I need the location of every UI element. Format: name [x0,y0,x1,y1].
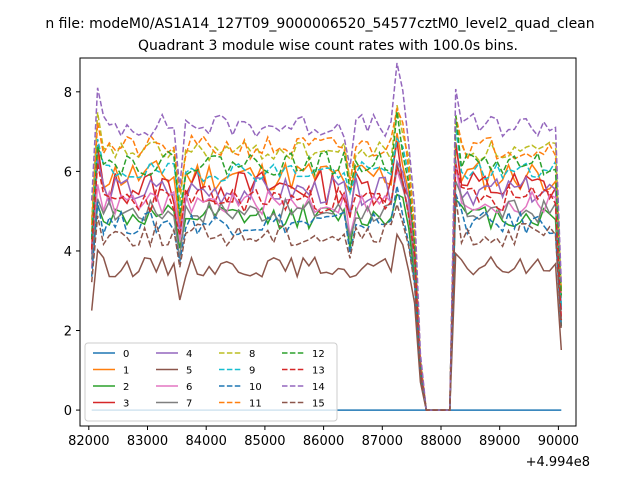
x-axis: 82000 83000 84000 85000 86000 87000 88000 89000… [68,426,579,449]
legend-label-15: 15 [312,399,325,410]
legend-label-4: 4 [186,349,192,360]
x-axis-offset-label: +4.994e8 [526,455,590,470]
legend-label-7: 7 [186,399,192,410]
x-tick-label: 88000 [420,434,461,449]
y-axis: 0 2 4 6 8 [64,86,80,419]
legend-label-10: 10 [249,382,262,393]
y-tick-label: 6 [64,165,72,180]
y-tick-label: 8 [64,86,72,101]
series-line-15 [90,196,563,411]
series-line-1 [90,132,563,411]
series-line-11 [90,106,563,411]
series-line-10 [90,185,563,411]
legend-label-8: 8 [249,349,255,360]
series-line-12 [90,111,563,411]
series-line-14 [90,62,563,411]
legend-label-13: 13 [312,366,325,377]
x-tick-label: 85000 [244,434,285,449]
x-tick-label: 87000 [362,434,403,449]
x-tick-label: 86000 [303,434,344,449]
legend-box [84,342,338,422]
legend-label-3: 3 [123,399,129,410]
legend-label-6: 6 [186,382,192,393]
legend-label-9: 9 [249,366,255,377]
series-line-13 [90,163,563,411]
y-tick-label: 2 [64,325,72,340]
y-tick-label: 0 [64,404,72,419]
legend-label-0: 0 [123,349,129,360]
legend-label-11: 11 [249,399,262,410]
x-tick-label: 82000 [68,434,109,449]
x-tick-label: 89000 [479,434,520,449]
plot-lines [90,62,563,411]
series-line-6 [90,163,563,411]
legend-label-2: 2 [123,382,129,393]
series-line-9 [90,127,563,411]
legend-label-12: 12 [312,349,325,360]
x-tick-label: 84000 [186,434,227,449]
legend-label-1: 1 [123,366,129,377]
y-tick-label: 4 [64,245,72,260]
series-line-7 [90,163,563,411]
legend-label-5: 5 [186,366,192,377]
x-tick-label: 90000 [538,434,579,449]
axes-frame [79,57,577,427]
legend-label-14: 14 [312,382,325,393]
figure-suptitle: n file: modeM0/AS1A14_127T09_9000006520_… [45,16,594,32]
x-tick-label: 83000 [127,434,168,449]
series-line-5 [90,232,563,411]
series-line-3 [90,141,563,411]
chart-title: Quadrant 3 module wise count rates with … [138,38,518,54]
